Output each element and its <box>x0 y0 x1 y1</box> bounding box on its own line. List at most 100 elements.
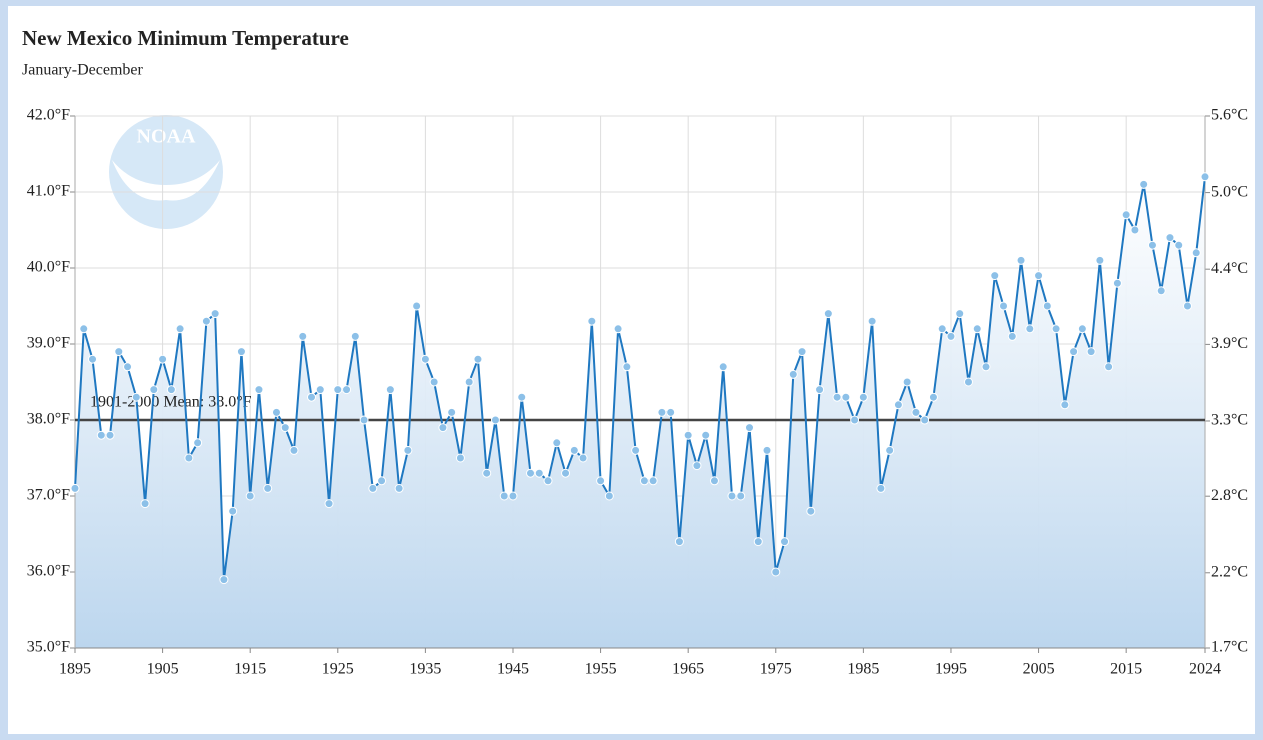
point <box>79 324 89 334</box>
point <box>604 491 614 501</box>
y-tick-label: 38.0°F <box>27 411 70 428</box>
x-tick-label: 2015 <box>1110 661 1142 678</box>
point <box>1191 248 1201 258</box>
x-tick-label: 2024 <box>1189 661 1221 678</box>
x-tick-label: 1925 <box>322 661 354 678</box>
point <box>271 407 281 417</box>
point <box>131 392 141 402</box>
point <box>1182 301 1192 311</box>
point <box>753 537 763 547</box>
point <box>377 476 387 486</box>
point <box>841 392 851 402</box>
point <box>193 438 203 448</box>
point <box>140 499 150 509</box>
point <box>96 430 106 440</box>
point <box>166 385 176 395</box>
point <box>893 400 903 410</box>
point <box>622 362 632 372</box>
x-tick-label: 1945 <box>497 661 529 678</box>
point <box>254 385 264 395</box>
chart-title: New Mexico Minimum Temperature <box>22 26 349 50</box>
x-tick-label: 1965 <box>672 661 704 678</box>
point <box>552 438 562 448</box>
point <box>1007 331 1017 341</box>
point <box>298 331 308 341</box>
point <box>455 453 465 463</box>
point <box>543 476 553 486</box>
point <box>850 415 860 425</box>
point <box>885 445 895 455</box>
point <box>368 483 378 493</box>
point <box>210 309 220 319</box>
point <box>1095 255 1105 265</box>
point <box>359 415 369 425</box>
point <box>245 491 255 501</box>
point <box>596 476 606 486</box>
y-tick-label: 37.0°F <box>27 487 70 504</box>
point <box>1139 179 1149 189</box>
point <box>911 407 921 417</box>
area <box>75 176 1205 649</box>
point <box>920 415 930 425</box>
y2-tick-label: 5.0°C <box>1211 183 1248 200</box>
point <box>788 369 798 379</box>
point <box>666 407 676 417</box>
point <box>928 392 938 402</box>
point <box>815 385 825 395</box>
point <box>184 453 194 463</box>
y2-tick-label: 3.3°C <box>1211 412 1248 429</box>
point <box>832 392 842 402</box>
point <box>1104 362 1114 372</box>
point <box>534 468 544 478</box>
point <box>876 483 886 493</box>
x-tick-label: 1955 <box>585 661 617 678</box>
y2-tick-label: 4.4°C <box>1211 260 1248 277</box>
y-tick-label: 42.0°F <box>27 107 70 124</box>
y-tick-label: 35.0°F <box>27 639 70 656</box>
point <box>1200 172 1210 182</box>
point <box>858 392 868 402</box>
point <box>736 491 746 501</box>
point <box>701 430 711 440</box>
point <box>508 491 518 501</box>
point <box>709 476 719 486</box>
point <box>578 453 588 463</box>
chart-subtitle: January-December <box>22 62 143 79</box>
point <box>674 537 684 547</box>
x-tick-label: 2005 <box>1023 661 1055 678</box>
point <box>587 316 597 326</box>
point <box>429 377 439 387</box>
point <box>201 316 211 326</box>
point <box>1016 255 1026 265</box>
point <box>1077 324 1087 334</box>
point <box>280 423 290 433</box>
point <box>718 362 728 372</box>
point <box>797 347 807 357</box>
x-tick-label: 1915 <box>234 661 266 678</box>
point <box>972 324 982 334</box>
point <box>123 362 133 372</box>
x-tick-label: 1985 <box>847 661 879 678</box>
point <box>324 499 334 509</box>
point <box>946 331 956 341</box>
point <box>1130 225 1140 235</box>
point <box>955 309 965 319</box>
x-tick-label: 1975 <box>760 661 792 678</box>
y2-tick-label: 2.8°C <box>1211 487 1248 504</box>
point <box>683 430 693 440</box>
point <box>981 362 991 372</box>
point <box>420 354 430 364</box>
point <box>902 377 912 387</box>
point <box>158 354 168 364</box>
point <box>228 506 238 516</box>
point <box>175 324 185 334</box>
point <box>648 476 658 486</box>
point <box>1112 278 1122 288</box>
point <box>1060 400 1070 410</box>
point <box>990 271 1000 281</box>
point <box>490 415 500 425</box>
point <box>867 316 877 326</box>
point <box>657 407 667 417</box>
point <box>263 483 273 493</box>
